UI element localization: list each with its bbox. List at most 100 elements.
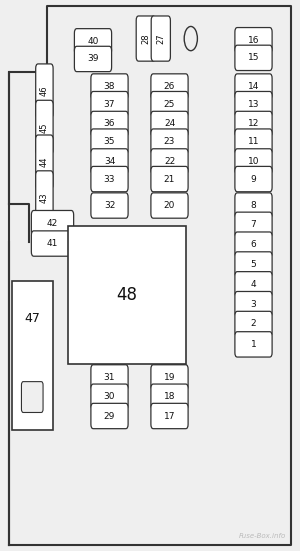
FancyBboxPatch shape [91, 193, 128, 218]
FancyBboxPatch shape [91, 403, 128, 429]
Text: 33: 33 [104, 175, 115, 183]
Text: 18: 18 [164, 392, 175, 401]
FancyBboxPatch shape [151, 365, 188, 390]
FancyBboxPatch shape [36, 100, 53, 154]
FancyBboxPatch shape [235, 193, 272, 218]
FancyBboxPatch shape [235, 28, 272, 53]
FancyBboxPatch shape [91, 91, 128, 117]
Text: 35: 35 [104, 137, 115, 146]
FancyBboxPatch shape [235, 45, 272, 71]
Text: 32: 32 [104, 201, 115, 210]
Text: 24: 24 [164, 120, 175, 128]
FancyBboxPatch shape [74, 29, 112, 54]
FancyBboxPatch shape [235, 91, 272, 117]
Text: 42: 42 [47, 219, 58, 228]
FancyBboxPatch shape [235, 311, 272, 337]
FancyBboxPatch shape [235, 272, 272, 297]
FancyBboxPatch shape [235, 252, 272, 277]
FancyBboxPatch shape [235, 111, 272, 137]
FancyBboxPatch shape [91, 166, 128, 192]
FancyBboxPatch shape [151, 74, 188, 99]
Text: 10: 10 [248, 157, 259, 166]
Text: 12: 12 [248, 120, 259, 128]
FancyBboxPatch shape [136, 16, 155, 61]
Text: 27: 27 [156, 33, 165, 44]
Text: 9: 9 [250, 175, 256, 183]
Polygon shape [3, 204, 29, 242]
FancyBboxPatch shape [235, 332, 272, 357]
Text: 19: 19 [164, 373, 175, 382]
Text: 20: 20 [164, 201, 175, 210]
Text: 11: 11 [248, 137, 259, 146]
Text: 37: 37 [104, 100, 115, 109]
FancyBboxPatch shape [235, 149, 272, 174]
Text: 38: 38 [104, 82, 115, 91]
Text: 15: 15 [248, 53, 259, 62]
Text: 6: 6 [250, 240, 256, 249]
FancyBboxPatch shape [91, 149, 128, 174]
FancyBboxPatch shape [91, 129, 128, 154]
Text: 45: 45 [40, 122, 49, 133]
Text: 28: 28 [141, 33, 150, 44]
Text: 23: 23 [164, 137, 175, 146]
Text: 3: 3 [250, 300, 256, 309]
FancyBboxPatch shape [31, 210, 74, 236]
Text: 48: 48 [116, 286, 137, 304]
Text: 43: 43 [40, 192, 49, 203]
Text: 1: 1 [250, 340, 256, 349]
FancyBboxPatch shape [235, 291, 272, 317]
Text: Fuse-Box.info: Fuse-Box.info [239, 533, 286, 539]
FancyBboxPatch shape [68, 226, 186, 364]
Text: 46: 46 [40, 85, 49, 96]
FancyBboxPatch shape [235, 129, 272, 154]
Text: 29: 29 [104, 412, 115, 420]
FancyBboxPatch shape [12, 281, 52, 430]
Text: 36: 36 [104, 120, 115, 128]
FancyBboxPatch shape [151, 91, 188, 117]
Text: 40: 40 [87, 37, 99, 46]
FancyBboxPatch shape [36, 135, 53, 189]
FancyBboxPatch shape [91, 365, 128, 390]
Text: 13: 13 [248, 100, 259, 109]
Text: 25: 25 [164, 100, 175, 109]
Text: 16: 16 [248, 36, 259, 45]
Text: 8: 8 [250, 201, 256, 210]
Text: 14: 14 [248, 82, 259, 91]
Text: 39: 39 [87, 55, 99, 63]
Text: 5: 5 [250, 260, 256, 269]
FancyBboxPatch shape [151, 16, 170, 61]
Text: 47: 47 [24, 312, 40, 325]
FancyBboxPatch shape [235, 74, 272, 99]
Text: 17: 17 [164, 412, 175, 420]
FancyBboxPatch shape [91, 384, 128, 409]
FancyBboxPatch shape [91, 111, 128, 137]
Text: 4: 4 [251, 280, 256, 289]
FancyBboxPatch shape [151, 111, 188, 137]
FancyBboxPatch shape [74, 46, 112, 72]
Text: 26: 26 [164, 82, 175, 91]
FancyBboxPatch shape [151, 166, 188, 192]
FancyBboxPatch shape [22, 382, 43, 413]
FancyBboxPatch shape [151, 149, 188, 174]
Text: 44: 44 [40, 156, 49, 168]
Text: 31: 31 [104, 373, 115, 382]
FancyBboxPatch shape [31, 231, 74, 256]
FancyBboxPatch shape [151, 403, 188, 429]
FancyBboxPatch shape [36, 171, 53, 225]
Text: 34: 34 [104, 157, 115, 166]
Text: 22: 22 [164, 157, 175, 166]
FancyBboxPatch shape [235, 212, 272, 237]
FancyBboxPatch shape [235, 232, 272, 257]
Circle shape [184, 26, 197, 51]
FancyBboxPatch shape [151, 384, 188, 409]
FancyBboxPatch shape [235, 166, 272, 192]
Text: 41: 41 [47, 239, 58, 248]
Text: 30: 30 [104, 392, 115, 401]
Text: 7: 7 [250, 220, 256, 229]
Text: 2: 2 [251, 320, 256, 328]
FancyBboxPatch shape [151, 129, 188, 154]
FancyBboxPatch shape [91, 74, 128, 99]
Text: 21: 21 [164, 175, 175, 183]
FancyBboxPatch shape [36, 64, 53, 118]
FancyBboxPatch shape [151, 193, 188, 218]
